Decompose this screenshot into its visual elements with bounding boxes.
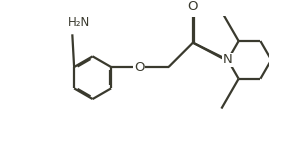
Text: H₂N: H₂N: [68, 16, 91, 29]
Text: N: N: [223, 53, 233, 66]
Text: O: O: [188, 0, 198, 12]
Text: O: O: [134, 60, 145, 74]
